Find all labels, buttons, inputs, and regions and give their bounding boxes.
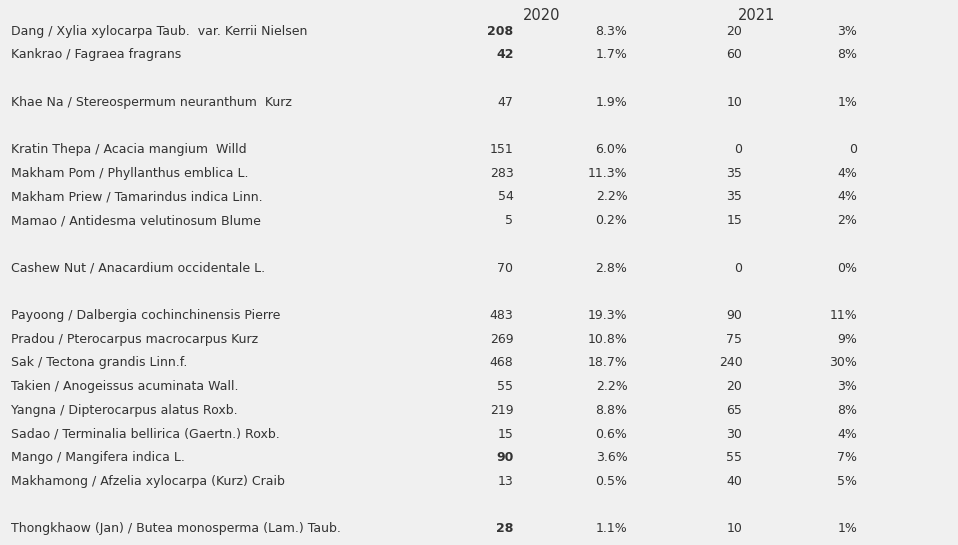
Text: 2020: 2020 [522, 8, 560, 23]
Text: 18.7%: 18.7% [587, 356, 627, 370]
Text: 5%: 5% [837, 475, 857, 488]
Text: 219: 219 [490, 404, 513, 417]
Text: 1%: 1% [837, 95, 857, 108]
Text: 1%: 1% [837, 522, 857, 535]
Text: 4%: 4% [837, 427, 857, 440]
Text: 7%: 7% [837, 451, 857, 464]
Text: Dang / Xylia xylocarpa Taub.  var. Kerrii Nielsen: Dang / Xylia xylocarpa Taub. var. Kerrii… [11, 25, 308, 38]
Text: Makham Pom / Phyllanthus emblica L.: Makham Pom / Phyllanthus emblica L. [11, 167, 249, 180]
Text: 35: 35 [726, 191, 742, 203]
Text: 10: 10 [726, 522, 742, 535]
Text: 90: 90 [726, 309, 742, 322]
Text: 35: 35 [726, 167, 742, 180]
Text: 8.3%: 8.3% [596, 25, 627, 38]
Text: 1.9%: 1.9% [596, 95, 627, 108]
Text: 30: 30 [726, 427, 742, 440]
Text: 54: 54 [497, 191, 513, 203]
Text: 4%: 4% [837, 191, 857, 203]
Text: 13: 13 [498, 475, 513, 488]
Text: 8%: 8% [837, 49, 857, 61]
Text: 11.3%: 11.3% [588, 167, 627, 180]
Text: 55: 55 [497, 380, 513, 393]
Text: 0: 0 [735, 143, 742, 156]
Text: 60: 60 [726, 49, 742, 61]
Text: 90: 90 [496, 451, 513, 464]
Text: 47: 47 [497, 95, 513, 108]
Text: 4%: 4% [837, 167, 857, 180]
Text: 20: 20 [726, 380, 742, 393]
Text: 6.0%: 6.0% [596, 143, 627, 156]
Text: 3%: 3% [837, 25, 857, 38]
Text: Sak / Tectona grandis Linn.f.: Sak / Tectona grandis Linn.f. [11, 356, 188, 370]
Text: 283: 283 [490, 167, 513, 180]
Text: Makhamong / Afzelia xylocarpa (Kurz) Craib: Makhamong / Afzelia xylocarpa (Kurz) Cra… [11, 475, 285, 488]
Text: Sadao / Terminalia bellirica (Gaertn.) Roxb.: Sadao / Terminalia bellirica (Gaertn.) R… [11, 427, 281, 440]
Text: Payoong / Dalbergia cochinchinensis Pierre: Payoong / Dalbergia cochinchinensis Pier… [11, 309, 281, 322]
Text: 3.6%: 3.6% [596, 451, 627, 464]
Text: 20: 20 [726, 25, 742, 38]
Text: 10.8%: 10.8% [587, 332, 627, 346]
Text: 42: 42 [496, 49, 513, 61]
Text: 151: 151 [490, 143, 513, 156]
Text: 8.8%: 8.8% [596, 404, 627, 417]
Text: 28: 28 [496, 522, 513, 535]
Text: Makham Priew / Tamarindus indica Linn.: Makham Priew / Tamarindus indica Linn. [11, 191, 263, 203]
Text: 75: 75 [726, 332, 742, 346]
Text: 55: 55 [726, 451, 742, 464]
Text: 70: 70 [497, 262, 513, 275]
Text: 0: 0 [735, 262, 742, 275]
Text: Mango / Mangifera indica L.: Mango / Mangifera indica L. [11, 451, 185, 464]
Text: Kankrao / Fagraea fragrans: Kankrao / Fagraea fragrans [11, 49, 182, 61]
Text: 3%: 3% [837, 380, 857, 393]
Text: Takien / Anogeissus acuminata Wall.: Takien / Anogeissus acuminata Wall. [11, 380, 239, 393]
Text: Thongkhaow (Jan) / Butea monosperma (Lam.) Taub.: Thongkhaow (Jan) / Butea monosperma (Lam… [11, 522, 341, 535]
Text: 0: 0 [850, 143, 857, 156]
Text: Khae Na / Stereospermum neuranthum  Kurz: Khae Na / Stereospermum neuranthum Kurz [11, 95, 292, 108]
Text: 1.7%: 1.7% [596, 49, 627, 61]
Text: 269: 269 [490, 332, 513, 346]
Text: 0.2%: 0.2% [596, 214, 627, 227]
Text: 65: 65 [726, 404, 742, 417]
Text: Yangna / Dipterocarpus alatus Roxb.: Yangna / Dipterocarpus alatus Roxb. [11, 404, 239, 417]
Text: 208: 208 [488, 25, 513, 38]
Text: 240: 240 [718, 356, 742, 370]
Text: Cashew Nut / Anacardium occidentale L.: Cashew Nut / Anacardium occidentale L. [11, 262, 265, 275]
Text: 0.5%: 0.5% [596, 475, 627, 488]
Text: 10: 10 [726, 95, 742, 108]
Text: 8%: 8% [837, 404, 857, 417]
Text: 19.3%: 19.3% [588, 309, 627, 322]
Text: Pradou / Pterocarpus macrocarpus Kurz: Pradou / Pterocarpus macrocarpus Kurz [11, 332, 259, 346]
Text: 11%: 11% [830, 309, 857, 322]
Text: 15: 15 [497, 427, 513, 440]
Text: 2.8%: 2.8% [596, 262, 627, 275]
Text: 15: 15 [726, 214, 742, 227]
Text: 2.2%: 2.2% [596, 380, 627, 393]
Text: 9%: 9% [837, 332, 857, 346]
Text: 0.6%: 0.6% [596, 427, 627, 440]
Text: 0%: 0% [837, 262, 857, 275]
Text: 483: 483 [490, 309, 513, 322]
Text: Mamao / Antidesma velutinosum Blume: Mamao / Antidesma velutinosum Blume [11, 214, 262, 227]
Text: 2%: 2% [837, 214, 857, 227]
Text: 2021: 2021 [738, 8, 776, 23]
Text: 5: 5 [506, 214, 513, 227]
Text: 2.2%: 2.2% [596, 191, 627, 203]
Text: 1.1%: 1.1% [596, 522, 627, 535]
Text: Kratin Thepa / Acacia mangium  Willd: Kratin Thepa / Acacia mangium Willd [11, 143, 247, 156]
Text: 40: 40 [726, 475, 742, 488]
Text: 30%: 30% [830, 356, 857, 370]
Text: 468: 468 [490, 356, 513, 370]
